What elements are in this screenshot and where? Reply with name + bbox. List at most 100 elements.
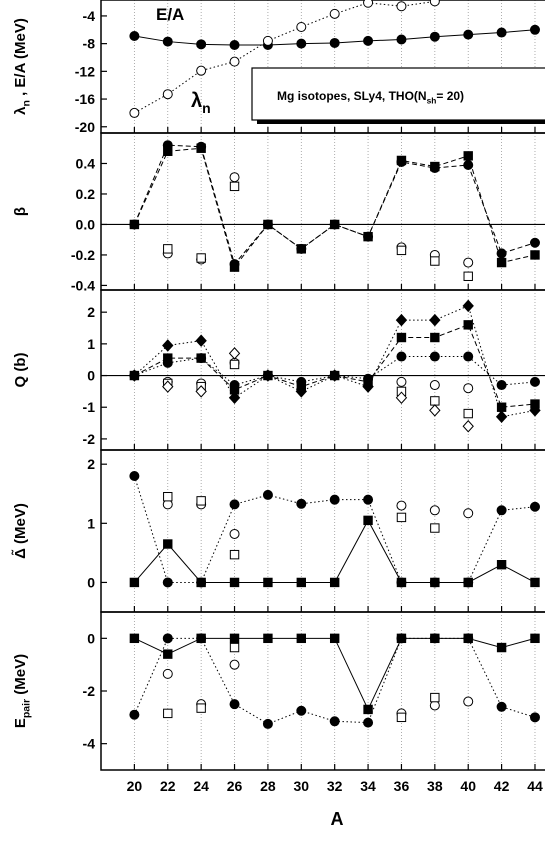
y-tick-label: -4 <box>83 8 96 24</box>
x-tick-label: 22 <box>160 778 176 794</box>
marker <box>163 244 173 254</box>
marker <box>229 577 240 588</box>
annotation: λn <box>191 90 211 116</box>
marker <box>129 633 140 644</box>
marker <box>162 633 173 644</box>
marker <box>496 505 507 516</box>
y-tick-label: -2 <box>83 431 96 447</box>
marker <box>496 701 507 712</box>
text-part: E <box>12 718 29 728</box>
marker <box>429 0 440 7</box>
text-part: λ <box>12 106 29 115</box>
marker <box>196 253 206 263</box>
x-tick-label: 36 <box>394 778 410 794</box>
marker <box>296 376 307 387</box>
marker <box>262 35 273 46</box>
marker <box>530 577 540 588</box>
marker <box>329 577 340 588</box>
marker <box>429 31 440 42</box>
marker <box>496 380 507 391</box>
marker <box>196 143 206 153</box>
marker <box>396 712 407 723</box>
text-part: , E/A (MeV) <box>12 18 29 100</box>
marker <box>229 633 240 644</box>
marker <box>196 39 207 50</box>
marker <box>263 219 273 230</box>
marker <box>463 408 473 419</box>
marker <box>430 161 440 172</box>
marker <box>162 89 173 100</box>
marker <box>530 399 540 409</box>
marker <box>196 353 207 364</box>
marker <box>129 31 140 42</box>
marker <box>530 250 540 260</box>
marker <box>430 332 440 343</box>
marker <box>463 271 473 281</box>
y-tick-label: -0.4 <box>71 277 95 293</box>
marker <box>296 498 307 509</box>
marker <box>162 339 174 352</box>
marker <box>463 696 474 707</box>
text-part: λ <box>191 90 202 112</box>
marker <box>229 181 240 192</box>
marker <box>463 29 474 40</box>
y-tick-label: 0.4 <box>76 155 96 171</box>
marker <box>196 65 207 76</box>
marker <box>329 370 340 381</box>
marker <box>129 471 140 482</box>
y-tick-label: 2 <box>87 304 95 320</box>
x-tick-label: 28 <box>260 778 276 794</box>
marker <box>296 705 307 716</box>
marker <box>396 500 407 511</box>
marker <box>262 489 273 500</box>
marker <box>229 56 240 67</box>
marker <box>229 699 240 710</box>
marker <box>463 151 473 161</box>
marker <box>530 633 540 644</box>
marker <box>363 35 374 46</box>
marker <box>396 34 407 45</box>
text-part: Q (b) <box>12 353 29 388</box>
marker <box>430 256 440 266</box>
panel-frame <box>100 611 545 771</box>
y-tick-label: 1 <box>87 336 95 352</box>
marker <box>196 577 207 588</box>
text-part: Δ̃ (MeV) <box>11 503 29 559</box>
marker <box>529 24 540 35</box>
marker <box>129 577 140 588</box>
marker <box>463 257 474 268</box>
marker <box>396 633 407 644</box>
x-tick-label: 24 <box>193 778 209 794</box>
marker <box>129 709 140 720</box>
marker <box>363 704 373 715</box>
text-part: (MeV) <box>12 654 29 699</box>
marker <box>429 404 441 417</box>
text-part: n <box>21 100 33 106</box>
text-part: Mg isotopes, SLy4, THO(N <box>277 89 427 103</box>
marker <box>496 560 507 570</box>
marker <box>429 380 440 391</box>
marker <box>262 718 273 729</box>
marker <box>196 496 206 506</box>
y-tick-label: 0 <box>87 574 95 590</box>
y-axis-label: Epair (MeV) <box>12 654 33 728</box>
text-part: pair <box>21 699 33 718</box>
text-part: sh <box>427 96 437 106</box>
marker <box>229 642 240 653</box>
marker <box>463 508 474 519</box>
marker <box>229 549 240 560</box>
y-axis-label: Q (b) <box>12 353 29 388</box>
x-tick-label: 40 <box>460 778 476 794</box>
y-tick-label: 0.2 <box>76 186 96 202</box>
x-tick-label: 38 <box>427 778 443 794</box>
marker <box>462 299 474 313</box>
marker <box>163 492 173 502</box>
marker <box>363 515 373 526</box>
marker <box>263 577 273 588</box>
marker <box>430 692 440 703</box>
marker <box>463 383 474 394</box>
marker <box>162 357 173 368</box>
marker <box>196 633 207 644</box>
y-tick-label: 0 <box>87 630 95 646</box>
